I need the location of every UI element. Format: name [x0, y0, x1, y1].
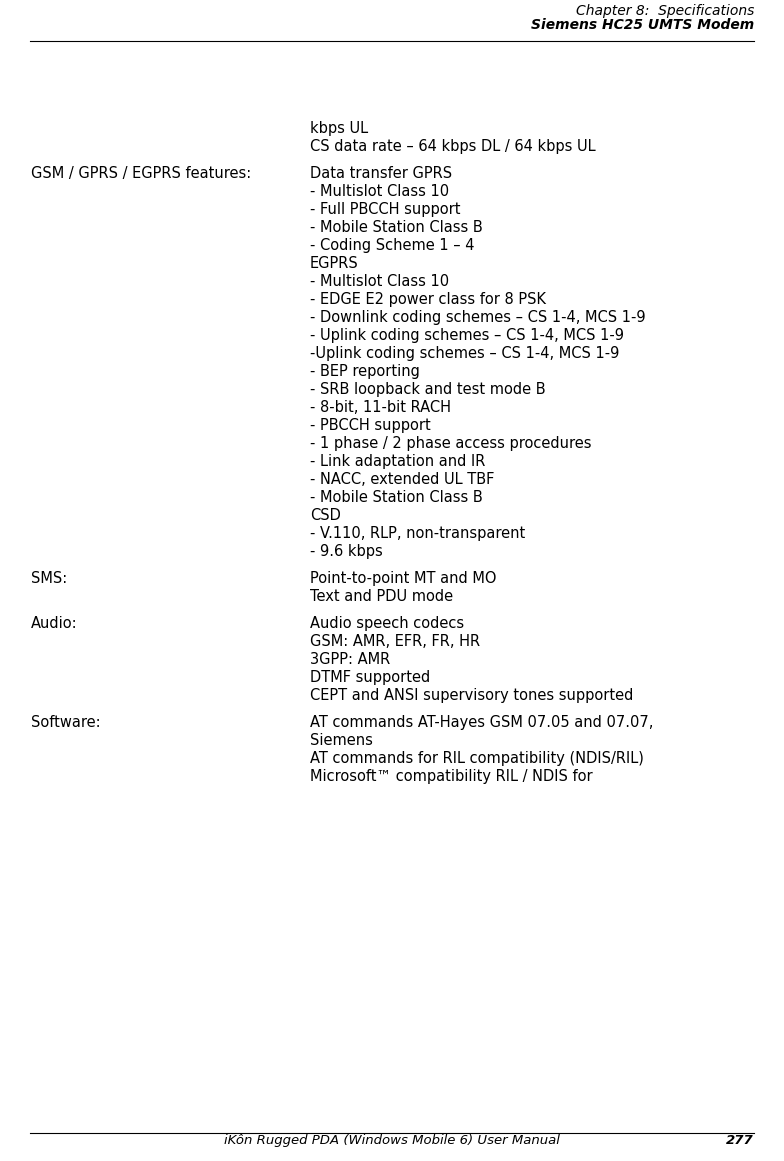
Text: EGPRS: EGPRS: [310, 255, 358, 271]
Text: Point-to-point MT and MO: Point-to-point MT and MO: [310, 571, 496, 586]
Text: Software:: Software:: [31, 715, 101, 730]
Text: CSD: CSD: [310, 509, 340, 522]
Text: Siemens HC25 UMTS Modem: Siemens HC25 UMTS Modem: [531, 19, 754, 33]
Text: AT commands for RIL compatibility (NDIS/RIL): AT commands for RIL compatibility (NDIS/…: [310, 751, 644, 766]
Text: - V.110, RLP, non-transparent: - V.110, RLP, non-transparent: [310, 526, 525, 541]
Text: - Multislot Class 10: - Multislot Class 10: [310, 274, 448, 289]
Text: SMS:: SMS:: [31, 571, 67, 586]
Text: 277: 277: [726, 1134, 754, 1147]
Text: - SRB loopback and test mode B: - SRB loopback and test mode B: [310, 382, 546, 397]
Text: iKôn Rugged PDA (Windows Mobile 6) User Manual: iKôn Rugged PDA (Windows Mobile 6) User …: [224, 1134, 560, 1147]
Text: - Mobile Station Class B: - Mobile Station Class B: [310, 219, 482, 235]
Text: - Link adaptation and IR: - Link adaptation and IR: [310, 454, 485, 469]
Text: AT commands AT-Hayes GSM 07.05 and 07.07,: AT commands AT-Hayes GSM 07.05 and 07.07…: [310, 715, 653, 730]
Text: Siemens: Siemens: [310, 733, 372, 748]
Text: - Full PBCCH support: - Full PBCCH support: [310, 202, 460, 217]
Text: Data transfer GPRS: Data transfer GPRS: [310, 166, 452, 181]
Text: Audio:: Audio:: [31, 616, 78, 630]
Text: - Uplink coding schemes – CS 1-4, MCS 1-9: - Uplink coding schemes – CS 1-4, MCS 1-…: [310, 329, 624, 342]
Text: - EDGE E2 power class for 8 PSK: - EDGE E2 power class for 8 PSK: [310, 293, 546, 307]
Text: Text and PDU mode: Text and PDU mode: [310, 589, 453, 604]
Text: - 1 phase / 2 phase access procedures: - 1 phase / 2 phase access procedures: [310, 437, 591, 450]
Text: GSM: AMR, EFR, FR, HR: GSM: AMR, EFR, FR, HR: [310, 634, 480, 649]
Text: - Coding Scheme 1 – 4: - Coding Scheme 1 – 4: [310, 238, 474, 253]
Text: - 8-bit, 11-bit RACH: - 8-bit, 11-bit RACH: [310, 401, 451, 414]
Text: DTMF supported: DTMF supported: [310, 670, 430, 685]
Text: - Downlink coding schemes – CS 1-4, MCS 1-9: - Downlink coding schemes – CS 1-4, MCS …: [310, 310, 645, 325]
Text: Audio speech codecs: Audio speech codecs: [310, 616, 464, 630]
Text: GSM / GPRS / EGPRS features:: GSM / GPRS / EGPRS features:: [31, 166, 252, 181]
Text: kbps UL: kbps UL: [310, 121, 368, 136]
Text: -Uplink coding schemes – CS 1-4, MCS 1-9: -Uplink coding schemes – CS 1-4, MCS 1-9: [310, 346, 619, 361]
Text: - PBCCH support: - PBCCH support: [310, 418, 430, 433]
Text: - NACC, extended UL TBF: - NACC, extended UL TBF: [310, 473, 494, 486]
Text: Chapter 8:  Specifications: Chapter 8: Specifications: [575, 3, 754, 19]
Text: - Multislot Class 10: - Multislot Class 10: [310, 183, 448, 199]
Text: 3GPP: AMR: 3GPP: AMR: [310, 652, 390, 668]
Text: Microsoft™ compatibility RIL / NDIS for: Microsoft™ compatibility RIL / NDIS for: [310, 769, 592, 784]
Text: - BEP reporting: - BEP reporting: [310, 365, 419, 378]
Text: CEPT and ANSI supervisory tones supported: CEPT and ANSI supervisory tones supporte…: [310, 688, 633, 704]
Text: CS data rate – 64 kbps DL / 64 kbps UL: CS data rate – 64 kbps DL / 64 kbps UL: [310, 139, 595, 154]
Text: - 9.6 kbps: - 9.6 kbps: [310, 545, 383, 558]
Text: - Mobile Station Class B: - Mobile Station Class B: [310, 490, 482, 505]
